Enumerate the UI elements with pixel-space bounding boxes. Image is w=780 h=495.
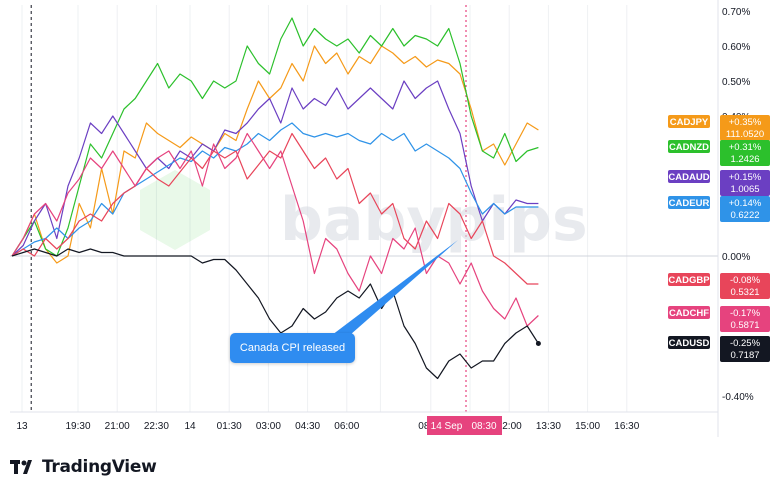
tag-name-box [668, 336, 710, 349]
series-tag-cadnzd[interactable]: CADNZD +0.31%1.2426 [668, 140, 770, 166]
x-tick-label: 15:00 [575, 421, 600, 432]
tv-logo-text: TradingView [42, 457, 157, 477]
series-lines [11, 17, 541, 380]
highlight-date-box [427, 416, 466, 435]
watermark: babypips [140, 170, 588, 255]
watermark-text: babypips [280, 185, 588, 255]
x-tick-label: 16:30 [614, 421, 639, 432]
tag-price: 0.7187 [730, 350, 759, 361]
tag-price: 0.5321 [730, 287, 759, 298]
tag-change: -0.17% [730, 308, 761, 319]
tag-change: +0.15% [729, 172, 762, 183]
tag-value-box [720, 336, 770, 362]
tag-name: CADGBP [668, 275, 710, 286]
tag-name-box [668, 170, 710, 183]
tag-value-box [720, 115, 770, 141]
tag-name: CADUSD [669, 338, 710, 349]
tag-value-box [720, 306, 770, 332]
tag-price: 0.5871 [730, 320, 759, 331]
series-tag-cadusd[interactable]: CADUSD -0.25%0.7187 [668, 336, 770, 362]
tag-name-box [668, 196, 710, 209]
tag-change: +0.31% [729, 142, 762, 153]
x-tick-label: 22:30 [144, 421, 169, 432]
tag-name: CADAUD [668, 172, 709, 183]
tag-price: 1.2426 [730, 154, 759, 165]
tag-price: 0.6222 [730, 210, 759, 221]
highlight-date-label: 14 Sep [431, 421, 463, 432]
series-line-cadaud[interactable] [11, 80, 539, 257]
annotation-label: Canada CPI released [230, 333, 355, 363]
x-tick-label: 03:00 [256, 421, 281, 432]
x-tick-label: 14 [184, 421, 196, 432]
tag-name-box [668, 115, 710, 128]
highlight-time-label: 08:30 [471, 421, 496, 432]
last-price-dot [535, 341, 541, 346]
tag-name: CADNZD [669, 142, 709, 153]
series-tag-cadeur[interactable]: CADEUR +0.14%0.6222 [668, 196, 770, 222]
highlight-time-box [466, 416, 502, 435]
series-line-cadeur[interactable] [11, 122, 539, 257]
tag-name-box [668, 273, 710, 286]
y-tick-label: 0.70% [722, 7, 750, 18]
tag-change: -0.08% [730, 275, 761, 286]
y-tick-label: 0.00% [722, 252, 750, 263]
series-line-cadusd[interactable] [11, 248, 539, 380]
tag-name: CADEUR [669, 198, 710, 209]
tv-logo-icon [10, 460, 32, 474]
tag-value-box [720, 273, 770, 299]
tag-price: 111.0520 [726, 129, 764, 140]
series-tag-cadjpy[interactable]: CADJPY +0.35%111.0520 [668, 115, 770, 141]
series-line-cadchf[interactable] [11, 132, 539, 327]
series-tag-cadgbp[interactable]: CADGBP -0.08%0.5321 [668, 273, 770, 299]
tag-name: CADJPY [670, 117, 709, 128]
x-tick-label: 19:30 [65, 421, 90, 432]
series-line-cadgbp[interactable] [11, 132, 539, 285]
y-tick-label: 0.60% [722, 42, 750, 53]
x-tick-label: 04:30 [295, 421, 320, 432]
x-tick-label: 06:00 [334, 421, 359, 432]
annotation-pointer [332, 240, 458, 335]
tag-change: +0.14% [729, 198, 762, 209]
tag-price: 1.0065 [730, 184, 759, 195]
x-tick-label: 13:30 [536, 421, 561, 432]
tag-change: -0.25% [730, 338, 761, 349]
series-tag-cadaud[interactable]: CADAUD +0.15%1.0065 [668, 170, 770, 196]
tag-value-box [720, 170, 770, 196]
annotation-text: Canada CPI released [239, 342, 346, 354]
x-tick-label: 12:00 [497, 421, 522, 432]
x-tick-label: 13 [16, 421, 28, 432]
tradingview-logo[interactable]: TradingView [10, 455, 157, 479]
tag-name-box [668, 306, 710, 319]
x-tick-label: 21:00 [105, 421, 130, 432]
series-line-cadjpy[interactable] [11, 45, 539, 264]
y-tick-label: -0.40% [722, 392, 754, 403]
tag-value-box [720, 140, 770, 166]
series-tag-cadchf[interactable]: CADCHF -0.17%0.5871 [668, 306, 770, 332]
series-line-cadnzd[interactable] [11, 17, 539, 257]
tag-change: +0.35% [729, 117, 762, 128]
tag-name-box [668, 140, 710, 153]
tag-value-box [720, 196, 770, 222]
x-tick-label: 01:30 [217, 421, 242, 432]
tag-name: CADCHF [669, 308, 709, 319]
y-tick-label: 0.50% [722, 77, 750, 88]
